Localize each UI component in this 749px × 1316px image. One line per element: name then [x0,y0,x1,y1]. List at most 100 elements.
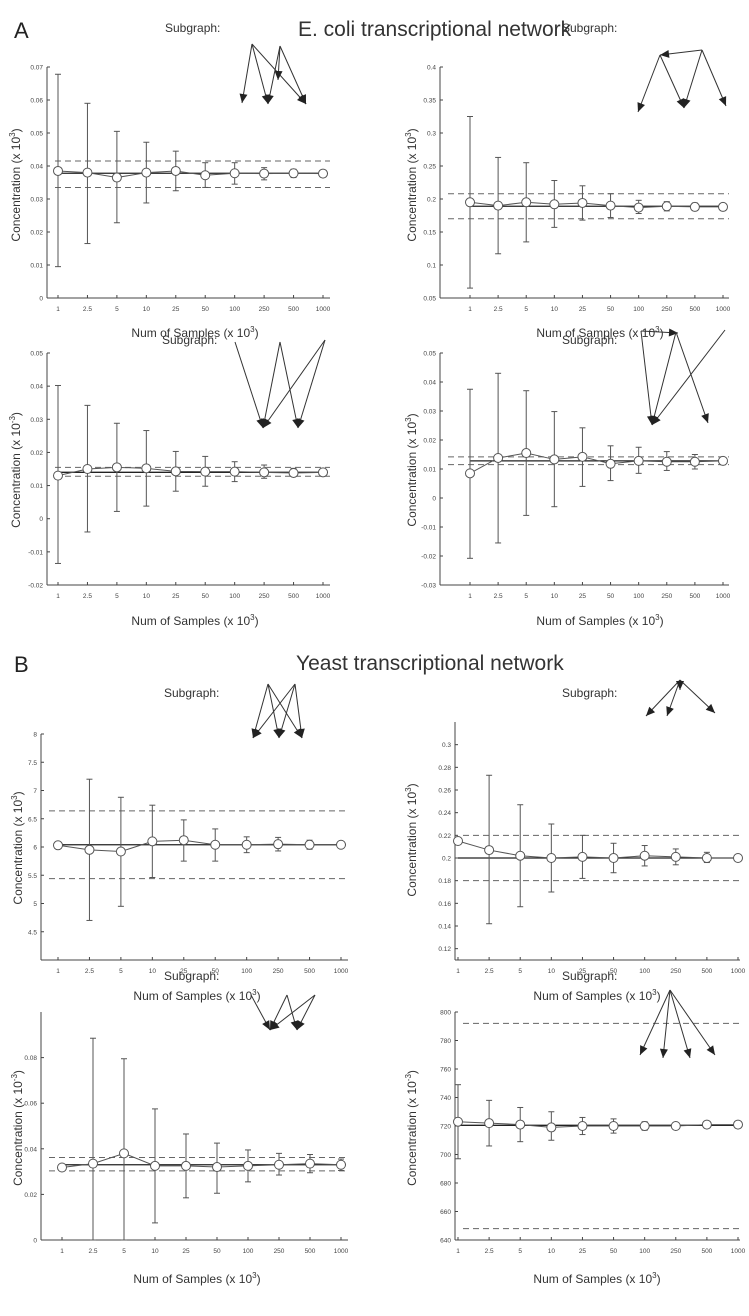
arrow-head-icon [297,1020,305,1030]
data-point [515,850,526,861]
arrow-head-icon [646,415,655,425]
graph-edge [651,331,677,426]
y-tick-label: 8 [33,732,37,739]
arrow-head-icon [253,728,262,738]
subgraph-label: Subgraph: [165,21,220,35]
x-tick-label: 50 [202,593,210,600]
subgraph-diagram-icon [234,339,326,429]
x-tick-label: 500 [701,968,712,975]
x-tick-label: 500 [701,1248,712,1255]
data-point [305,1158,315,1169]
data-point [88,1158,98,1169]
data-point [577,1121,588,1131]
chart-a-bottom-left: -0.02 -0.01 0 0.01 0.02 0.03 0.04 0.05 1 2.5 5 10 25… [8,333,331,628]
x-tick-label: 50 [212,968,220,975]
x-tick-label: 25 [182,1248,190,1255]
subgraph-diagram-icon [640,328,726,426]
y-tick-label: 0.03 [30,197,43,204]
y-tick-label: 640 [440,1238,451,1245]
data-point [147,836,158,847]
y-axis-label: Concentration (x 103) [404,413,419,526]
graph-edge [669,989,691,1059]
y-tick-label: 0.01 [423,467,436,474]
y-tick-label: 7.5 [28,760,37,767]
y-tick-label: -0.02 [28,583,43,590]
x-tick-label: 1000 [316,306,331,313]
subgraph-diagram-icon [251,683,305,739]
graph-edge [669,989,716,1056]
y-tick-label: 0 [39,516,43,523]
y-tick-label: 0.22 [438,833,451,840]
x-tick-label: 1000 [316,593,331,600]
arrow-head-icon [251,728,260,738]
x-tick-label: 250 [670,968,681,975]
x-tick-label: 1000 [731,1248,746,1255]
y-tick-label: 0.06 [30,98,43,105]
y-tick-label: 0.02 [30,450,43,457]
graph-edge [637,54,661,113]
graph-edge [645,679,681,717]
x-tick-label: 5 [524,593,528,600]
y-tick-label: 0.14 [438,924,451,931]
x-tick-label: 250 [661,593,672,600]
x-tick-label: 25 [172,593,180,600]
arrow-head-icon [256,418,265,428]
y-tick-label: -0.01 [421,525,436,532]
x-tick-label: 1 [56,306,60,313]
x-tick-label: 100 [633,306,644,313]
y-tick-label: 0.02 [30,230,43,237]
x-tick-label: 2.5 [88,1248,97,1255]
data-point [259,168,270,179]
data-point [689,456,700,467]
graph-edge [262,339,326,429]
x-tick-label: 250 [259,306,270,313]
arrow-head-icon [265,94,274,104]
data-point [141,167,152,178]
x-tick-label: 1 [56,968,60,975]
y-tick-label: -0.01 [28,549,43,556]
section-b-letter: B [14,652,29,677]
data-point [82,464,93,474]
x-tick-label: 1 [56,593,60,600]
x-tick-label: 1 [456,1248,460,1255]
x-tick-label: 1 [60,1248,64,1255]
data-point [304,839,315,850]
data-point [546,1122,557,1133]
y-tick-label: 6 [33,845,37,852]
graph-edge [278,683,296,739]
x-tick-label: 100 [639,968,650,975]
graph-edge [679,679,716,714]
arrow-head-icon [273,728,282,738]
data-point [243,1160,253,1171]
y-tick-label: 0 [33,1238,37,1245]
y-tick-label: 0.05 [30,131,43,138]
y-tick-label: 720 [440,1124,451,1131]
arrow-head-icon [705,703,715,713]
y-tick-label: 0.1 [427,263,436,270]
series-line [469,201,723,209]
x-tick-label: 250 [670,1248,681,1255]
graph-edge [234,341,264,429]
x-axis-label: Num of Samples (x 103) [133,988,260,1003]
graph-edge [659,54,685,109]
data-point [605,458,616,469]
data-point [53,840,63,851]
data-point [53,165,63,176]
y-tick-label: 0.04 [423,380,436,387]
x-tick-label: 2.5 [83,593,92,600]
x-axis-label: Num of Samples (x 103) [131,613,258,628]
y-axis-label: Concentration (x 103) [10,791,25,904]
data-point [639,1121,650,1131]
series-line [457,1121,738,1128]
x-axis-label: Num of Samples (x 103) [133,1271,260,1286]
subgraph-diagram-icon [637,49,727,113]
x-tick-label: 25 [579,593,587,600]
x-tick-label: 250 [274,1248,285,1255]
y-axis-label: Concentration (x 103) [404,783,419,896]
data-point [210,839,221,850]
y-tick-label: 5.5 [28,873,37,880]
data-point [733,1119,743,1130]
x-tick-label: 1000 [731,968,746,975]
subgraph-label: Subgraph: [164,686,219,700]
graph-edge [267,45,281,105]
